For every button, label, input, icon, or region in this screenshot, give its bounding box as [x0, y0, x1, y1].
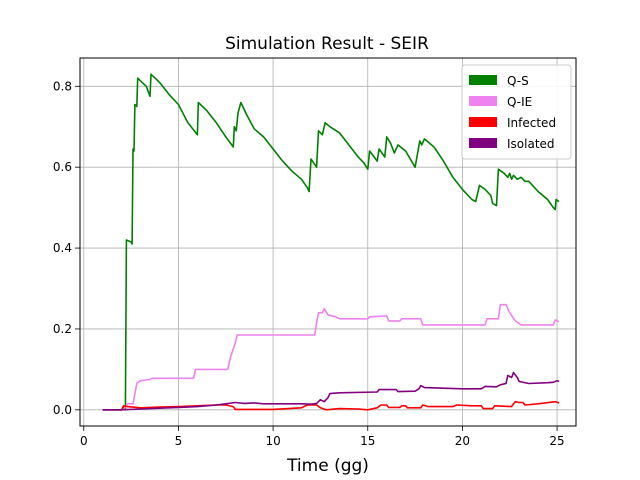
y-tick-label: 0.8: [53, 79, 72, 93]
x-tick-label: 0: [80, 434, 88, 448]
legend-swatch: [469, 75, 497, 85]
legend-label: Isolated: [507, 137, 555, 151]
series-line-q-ie: [102, 303, 560, 411]
legend-label: Infected: [507, 116, 556, 130]
x-axis-ticks: 0 5 10 15 20 25: [80, 426, 565, 448]
legend-box: [461, 64, 572, 160]
x-tick-label: 15: [360, 434, 375, 448]
y-tick-label: 0.2: [53, 322, 72, 336]
y-tick-label: 0.4: [53, 241, 72, 255]
x-axis-label: Time (gg): [286, 456, 369, 476]
x-tick-label: 10: [265, 434, 280, 448]
x-tick-label: 20: [455, 434, 470, 448]
legend-swatch: [469, 138, 497, 148]
y-tick-label: 0.6: [53, 160, 72, 174]
plot-frame: [79, 57, 577, 427]
series-line-isolated: [102, 371, 560, 411]
series-layer: [102, 73, 560, 411]
legend: Q-S Q-IE Infected Isolated: [461, 64, 572, 160]
chart-title: Simulation Result - SEIR: [225, 34, 429, 54]
legend-swatch: [469, 96, 497, 106]
y-tick-label: 0.0: [53, 403, 72, 417]
x-tick-label: 5: [175, 434, 183, 448]
legend-swatch: [469, 117, 497, 127]
x-tick-label: 25: [549, 434, 564, 448]
legend-label: Q-IE: [507, 95, 532, 109]
series-line-q-s: [102, 73, 560, 411]
legend-label: Q-S: [507, 74, 529, 88]
y-axis-ticks: 0.0 0.2 0.4 0.6 0.8: [53, 79, 80, 417]
